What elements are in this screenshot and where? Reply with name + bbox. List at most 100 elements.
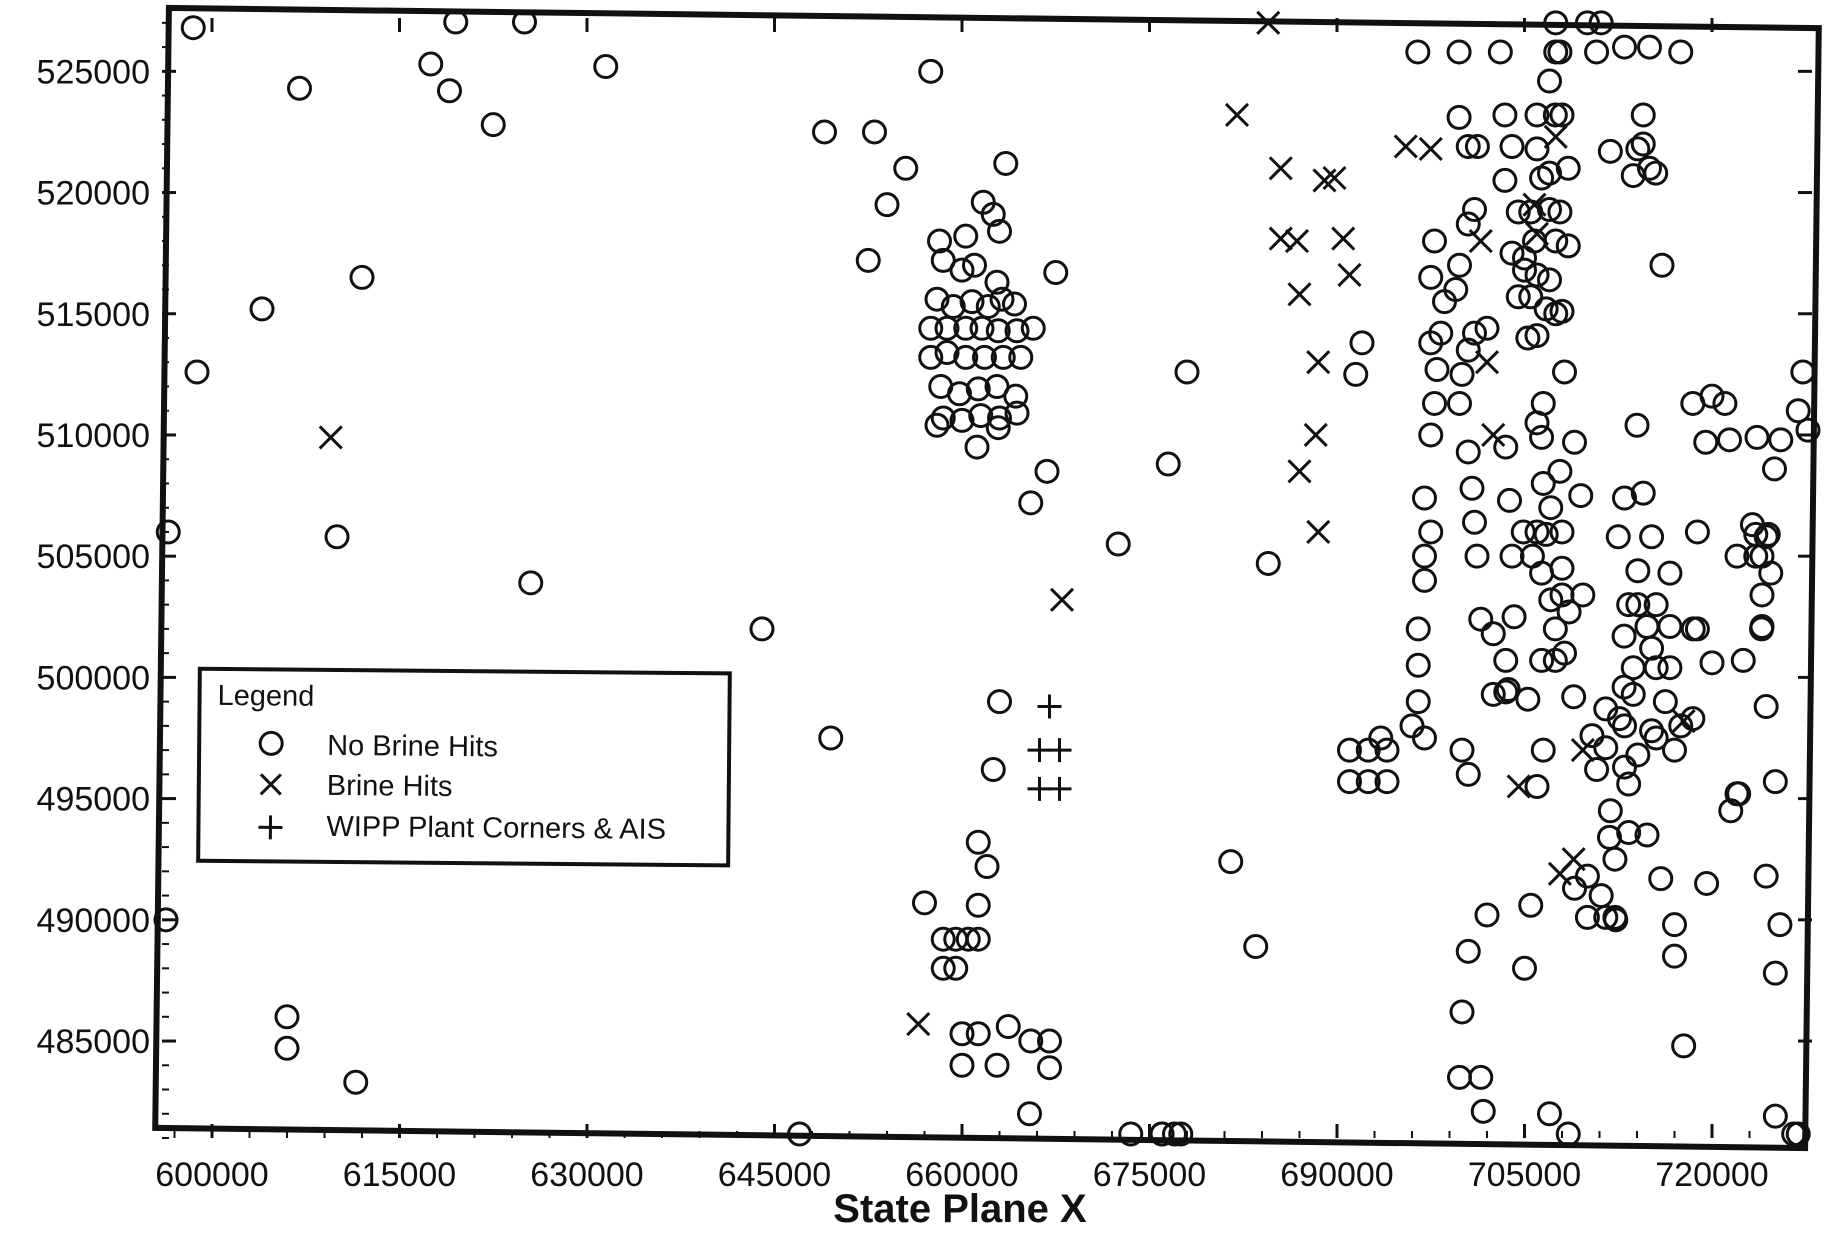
data-point-no-brine <box>924 412 950 438</box>
data-point-no-brine <box>1446 39 1472 65</box>
data-point-no-brine <box>287 75 312 101</box>
data-point-brine-hit <box>1468 228 1493 254</box>
data-point-no-brine <box>930 926 956 952</box>
data-point-no-brine <box>965 926 991 952</box>
y-tick-label: 510000 <box>37 417 150 455</box>
data-point-brine-hit <box>1543 124 1568 149</box>
legend-circle-symbol <box>258 730 284 756</box>
data-point-no-brine <box>1584 757 1610 783</box>
data-point-no-brine <box>1562 429 1587 455</box>
data-point-no-brine <box>1349 330 1375 356</box>
data-point-no-brine <box>1568 483 1594 509</box>
data-point-brine-hit <box>1337 262 1362 288</box>
data-point-no-brine <box>1446 104 1472 130</box>
data-point-no-brine <box>1462 197 1487 223</box>
data-point-no-brine <box>949 1021 975 1047</box>
data-point-no-brine <box>1455 211 1481 237</box>
data-point-no-brine <box>1753 863 1779 889</box>
data-point-no-brine <box>1630 102 1656 128</box>
data-point-no-brine <box>1724 543 1750 569</box>
data-point-brine-hit <box>1418 136 1443 161</box>
data-point-no-brine <box>1418 264 1444 290</box>
data-point-no-brine <box>1034 458 1060 484</box>
data-point-brine-hit <box>1561 847 1586 872</box>
data-point-no-brine <box>1537 267 1562 293</box>
data-point-no-brine <box>1630 480 1656 506</box>
data-point-no-brine <box>1668 713 1694 739</box>
data-point-no-brine <box>1037 1028 1062 1054</box>
data-point-no-brine <box>1518 892 1544 918</box>
data-point-no-brine <box>1662 737 1687 763</box>
data-point-no-brine <box>1468 606 1494 632</box>
data-point-no-brine <box>1155 451 1181 477</box>
legend-plus-symbol <box>258 815 283 840</box>
data-point-no-brine <box>1455 337 1481 363</box>
data-point-no-brine <box>1497 487 1522 513</box>
data-point-no-brine <box>1657 613 1683 639</box>
data-point-brine-hit <box>1312 168 1337 193</box>
data-point-no-brine <box>969 315 995 341</box>
data-point-no-brine <box>1555 155 1581 181</box>
data-point-no-brine <box>995 1013 1021 1039</box>
legend-label-brine-hits: Brine Hits <box>327 770 453 803</box>
data-point-no-brine <box>1767 912 1793 938</box>
data-point-no-brine <box>1555 233 1581 259</box>
data-point-no-brine <box>1008 344 1034 370</box>
data-point-no-brine <box>1412 543 1437 569</box>
data-point-no-brine <box>874 192 900 218</box>
data-point-no-brine <box>953 223 979 249</box>
data-point-no-brine <box>1616 771 1642 797</box>
data-point-no-brine <box>1418 422 1444 448</box>
data-point-no-brine <box>980 757 1006 783</box>
data-point-no-brine <box>1018 1028 1044 1054</box>
data-point-no-brine <box>959 289 985 315</box>
data-point-no-brine <box>1449 737 1475 763</box>
y-tick-label: 500000 <box>37 659 150 697</box>
data-point-no-brine <box>418 51 444 77</box>
data-point-no-brine <box>1464 133 1490 159</box>
data-point-no-brine <box>1374 737 1400 763</box>
data-point-no-brine <box>274 1004 300 1030</box>
data-point-no-brine <box>1684 519 1710 545</box>
data-point-no-brine <box>1512 257 1537 283</box>
data-point-brine-hit <box>1284 228 1310 254</box>
data-point-no-brine <box>1712 390 1738 416</box>
data-point-no-brine <box>1537 68 1562 94</box>
data-point-no-brine <box>1616 592 1642 618</box>
data-point-no-brine <box>1790 359 1816 385</box>
data-point-no-brine <box>1549 519 1575 545</box>
data-point-brine-hit <box>1522 192 1547 217</box>
data-point-no-brine <box>1634 822 1660 848</box>
y-tick-label: 515000 <box>37 296 150 334</box>
data-point-no-brine <box>1443 277 1469 303</box>
data-point-no-brine <box>1374 769 1400 795</box>
data-point-no-brine <box>985 318 1011 344</box>
x-tick-label: 645000 <box>718 1156 831 1194</box>
data-point-no-brine <box>1480 681 1506 707</box>
data-point-no-brine <box>1519 543 1545 569</box>
data-point-no-brine <box>1405 39 1431 65</box>
data-point-no-brine <box>1529 560 1555 586</box>
data-point-no-brine <box>1533 296 1559 322</box>
data-point-no-brine <box>1574 863 1600 889</box>
data-point-no-brine <box>987 218 1012 244</box>
data-point-no-brine <box>349 264 375 290</box>
data-point-brine-hit <box>1224 102 1250 128</box>
data-point-no-brine <box>1037 1055 1062 1081</box>
data-point-no-brine <box>918 344 944 370</box>
data-point-no-brine <box>1368 725 1394 751</box>
data-point-no-brine <box>1468 1064 1494 1090</box>
data-point-no-brine <box>1529 647 1555 673</box>
data-point-no-brine <box>1470 1098 1496 1124</box>
data-point-no-brine <box>1455 761 1481 787</box>
data-point-no-brine <box>1499 133 1525 159</box>
data-point-no-brine <box>1549 298 1575 324</box>
data-point-no-brine <box>1399 713 1425 739</box>
data-point-no-brine <box>1533 521 1559 547</box>
data-point-brine-hit <box>1331 226 1356 251</box>
data-point-no-brine <box>518 570 544 596</box>
data-point-no-brine <box>1693 429 1719 455</box>
data-point-no-brine <box>930 955 956 981</box>
legend-label-wipp-plant-corners: WIPP Plant Corners & AIS <box>326 811 666 846</box>
data-point-no-brine <box>1624 412 1650 438</box>
